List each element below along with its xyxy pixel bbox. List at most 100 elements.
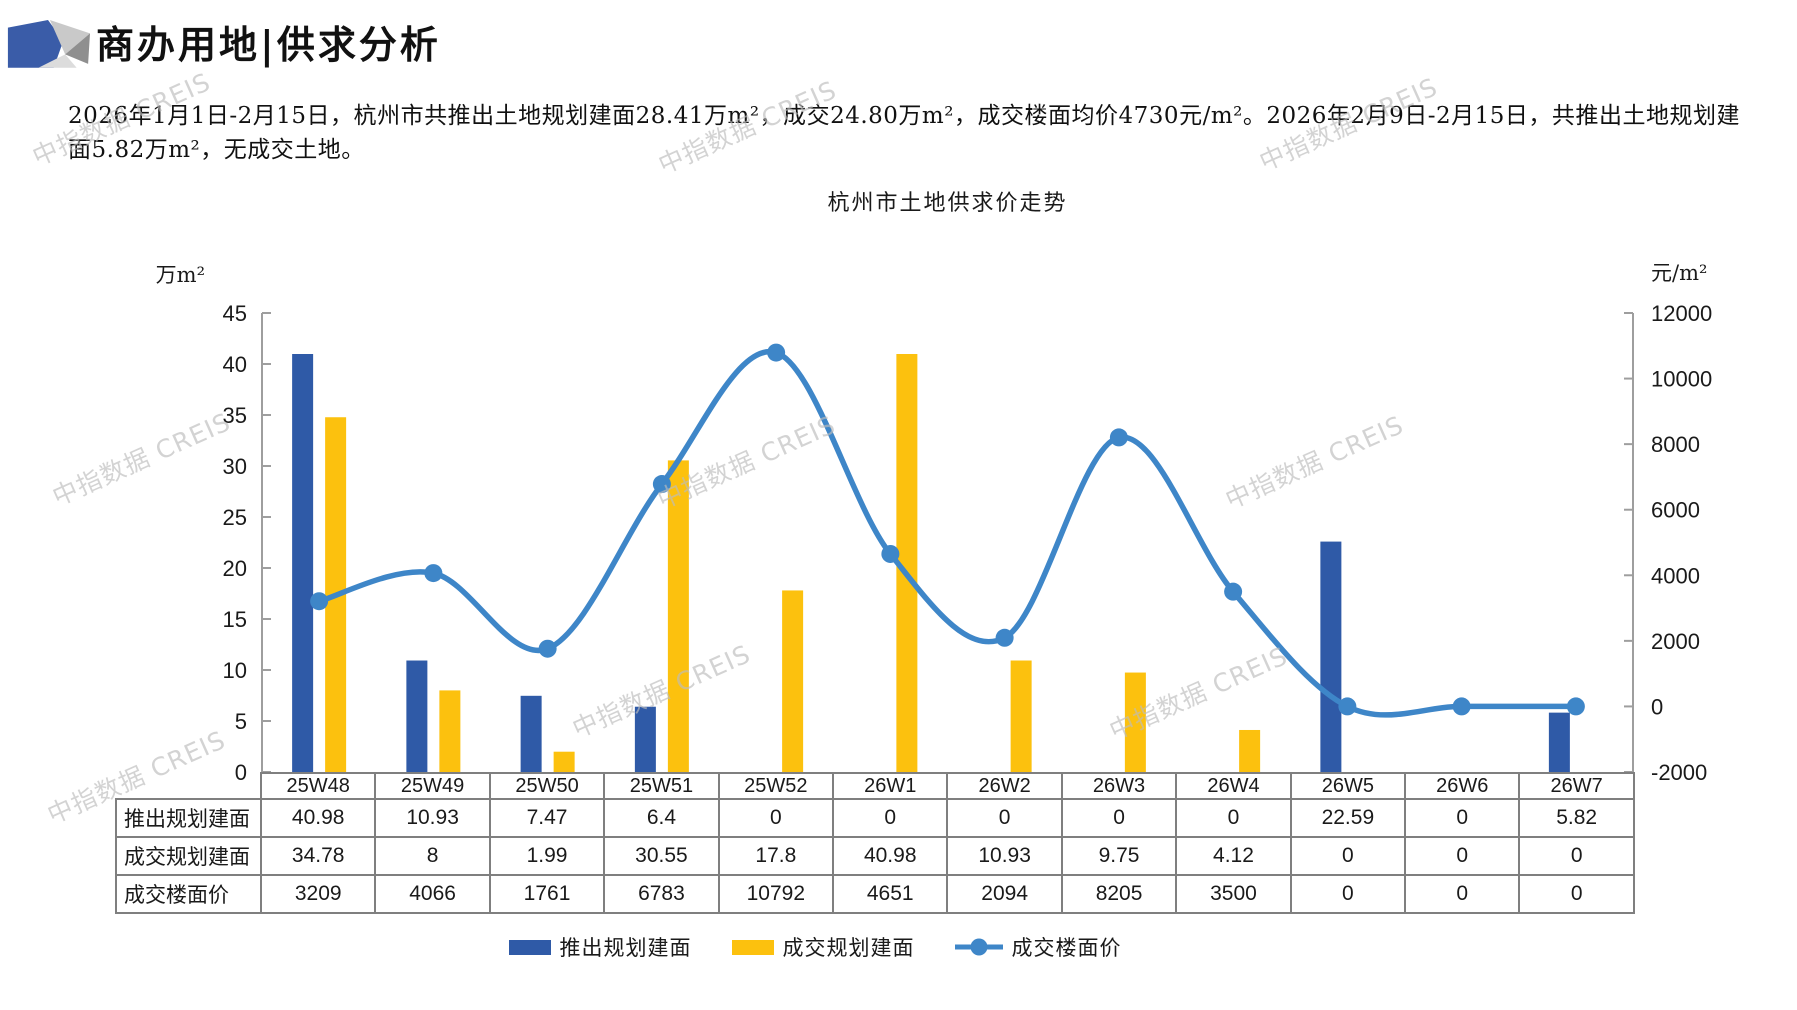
table-cell: 4.12 bbox=[1175, 836, 1292, 876]
table-cell: 40.98 bbox=[259, 798, 377, 838]
bar-推出规划建面 bbox=[1548, 712, 1570, 772]
bar-推出规划建面 bbox=[292, 354, 314, 772]
left-axis-tick-label: 10 bbox=[223, 658, 247, 683]
watermark: 中指数据 CREIS bbox=[1221, 410, 1409, 515]
line-marker bbox=[1224, 582, 1243, 601]
table-week-header: 25W48 bbox=[259, 772, 377, 800]
table-cell: 0 bbox=[946, 798, 1063, 838]
table-header-row: 25W48 25W49 25W50 25W51 25W52 26W1 26W2 26W3 26W… bbox=[116, 772, 1635, 800]
table-week-header: 25W49 bbox=[374, 772, 491, 800]
table-cell: 4651 bbox=[832, 874, 949, 914]
table-cell: 4066 bbox=[374, 874, 491, 914]
table-cell: 0 bbox=[1060, 798, 1178, 838]
table-week-header: 26W7 bbox=[1518, 772, 1635, 800]
line-marker bbox=[1338, 697, 1357, 716]
table-corner-cell bbox=[116, 773, 261, 799]
table-week-header: 26W4 bbox=[1175, 772, 1292, 800]
legend-line-swatch-icon bbox=[954, 938, 1003, 956]
legend-bar-swatch-icon bbox=[508, 939, 551, 955]
table-cell: 0 bbox=[1175, 798, 1292, 838]
bar-推出规划建面 bbox=[1320, 541, 1342, 772]
table-cell: 0 bbox=[717, 798, 835, 838]
brand-logo-icon bbox=[7, 20, 90, 68]
table-cell: 5.82 bbox=[1518, 798, 1635, 838]
bar-成交规划建面 bbox=[1010, 660, 1032, 772]
line-marker bbox=[881, 544, 900, 563]
table-cell: 0 bbox=[1289, 836, 1407, 876]
table-week-header: 26W2 bbox=[946, 772, 1063, 800]
bar-成交规划建面 bbox=[439, 690, 461, 772]
table-cell: 8 bbox=[374, 836, 491, 876]
table-cell: 3209 bbox=[259, 874, 377, 914]
bar-成交规划建面 bbox=[1239, 729, 1261, 772]
table-week-header: 25W51 bbox=[603, 772, 720, 800]
bar-成交规划建面 bbox=[553, 751, 575, 772]
legend-label: 成交规划建面 bbox=[782, 936, 915, 960]
table-week-header: 25W50 bbox=[488, 772, 606, 800]
table-cell: 34.78 bbox=[259, 836, 377, 876]
table-cell: 1.99 bbox=[488, 836, 606, 876]
right-axis-tick-label: 6000 bbox=[1651, 498, 1700, 523]
line-marker bbox=[652, 475, 671, 494]
table-cell: 0 bbox=[1518, 836, 1635, 876]
bar-成交规划建面 bbox=[325, 417, 347, 772]
line-成交楼面价 bbox=[316, 348, 1579, 718]
watermark: 中指数据 CREIS bbox=[1105, 641, 1293, 746]
table-cell: 6.4 bbox=[603, 798, 720, 838]
table-cell: 0 bbox=[1518, 874, 1635, 914]
line-marker bbox=[538, 639, 557, 658]
table-week-header: 25W52 bbox=[717, 772, 835, 800]
bar-推出规划建面 bbox=[406, 660, 428, 772]
table-week-header: 26W5 bbox=[1289, 772, 1407, 800]
right-axis-tick-label: 10000 bbox=[1651, 367, 1712, 392]
table-cell: 10.93 bbox=[946, 836, 1063, 876]
left-axis-tick-label: 45 bbox=[223, 301, 247, 326]
left-axis-unit-label: 万m² bbox=[155, 263, 205, 287]
table-row: 推出规划建面 40.98 10.93 7.47 6.4 0 0 0 0 0 22.59 0 5.82 bbox=[115, 798, 1635, 838]
line-marker bbox=[767, 343, 786, 362]
table-cell: 17.8 bbox=[717, 836, 835, 876]
left-axis-tick-label: 35 bbox=[223, 403, 247, 428]
right-axis-tick-label: 12000 bbox=[1651, 301, 1712, 326]
left-axis-tick-label: 15 bbox=[223, 607, 247, 632]
left-axis-tick-label: 40 bbox=[223, 352, 247, 377]
right-axis-tick-label: 8000 bbox=[1651, 432, 1700, 457]
table-cell: 0 bbox=[1404, 874, 1521, 914]
bar-成交规划建面 bbox=[667, 460, 689, 772]
table-cell: 1761 bbox=[488, 874, 606, 914]
line-marker bbox=[1566, 697, 1585, 716]
line-marker bbox=[995, 628, 1014, 647]
table-cell: 7.47 bbox=[488, 798, 606, 838]
table-cell: 3500 bbox=[1175, 874, 1292, 914]
bar-成交规划建面 bbox=[1124, 672, 1146, 772]
bar-推出规划建面 bbox=[520, 695, 542, 772]
bar-推出规划建面 bbox=[634, 706, 656, 772]
table-cell: 40.98 bbox=[832, 836, 949, 876]
left-axis-tick-label: 30 bbox=[223, 454, 247, 479]
table-cell: 0 bbox=[1404, 836, 1521, 876]
legend-label: 推出规划建面 bbox=[559, 936, 692, 960]
table-cell: 10.93 bbox=[374, 798, 491, 838]
chart-legend: 推出规划建面 成交规划建面 成交楼面价 bbox=[0, 932, 1630, 962]
right-axis-unit-label: 元/m² bbox=[1651, 261, 1708, 285]
line-marker bbox=[1452, 697, 1471, 716]
summary-paragraph: 2026年1月1日-2月15日，杭州市共推出土地规划建面28.41万m²，成交2… bbox=[68, 103, 1740, 163]
table-cell: 22.59 bbox=[1289, 798, 1407, 838]
table-week-header: 26W1 bbox=[832, 772, 949, 800]
table-row: 成交规划建面 34.78 8 1.99 30.55 17.8 40.98 10.93 9.75 4… bbox=[115, 836, 1635, 876]
table-cell: 9.75 bbox=[1060, 836, 1178, 876]
table-cell: 6783 bbox=[603, 874, 720, 914]
left-axis-tick-label: 20 bbox=[223, 556, 247, 581]
legend-bar-swatch-icon bbox=[731, 939, 774, 955]
legend-item: 成交楼面价 bbox=[954, 932, 1122, 962]
table-cell: 0 bbox=[1289, 874, 1407, 914]
legend-item: 成交规划建面 bbox=[731, 932, 915, 962]
legend-item: 推出规划建面 bbox=[508, 932, 692, 962]
right-axis-tick-label: -2000 bbox=[1651, 760, 1707, 785]
table-row-label: 成交规划建面 bbox=[115, 836, 262, 876]
page-title: 商办用地|供求分析 bbox=[96, 22, 441, 67]
bar-成交规划建面 bbox=[896, 354, 918, 772]
table-cell: 0 bbox=[1404, 798, 1521, 838]
table-cell: 30.55 bbox=[603, 836, 720, 876]
table-week-header: 26W3 bbox=[1060, 772, 1178, 800]
